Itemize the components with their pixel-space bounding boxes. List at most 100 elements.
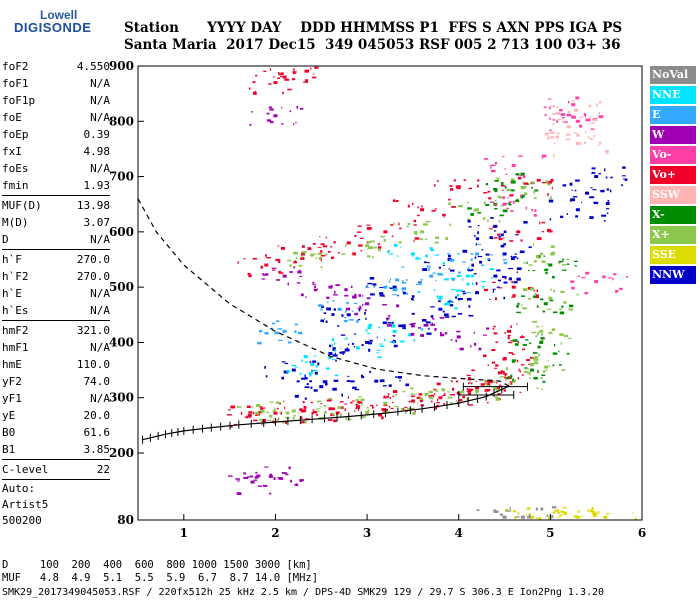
param-row: hmE 110.0 xyxy=(2,356,110,373)
data-dot xyxy=(508,267,514,270)
x-tick-label: 3 xyxy=(363,526,371,540)
data-dot xyxy=(482,334,488,336)
plot-points xyxy=(227,66,637,521)
data-dot xyxy=(434,389,438,392)
data-dot xyxy=(493,367,498,369)
data-dot xyxy=(580,516,583,518)
data-dot xyxy=(255,471,258,474)
param-value: 4.550 xyxy=(76,60,110,73)
data-dot xyxy=(584,115,586,118)
data-dot xyxy=(455,400,458,403)
data-dot xyxy=(406,407,412,411)
data-dot xyxy=(331,284,333,288)
data-point xyxy=(383,401,388,405)
data-dot xyxy=(424,392,429,396)
data-dot xyxy=(327,419,333,421)
data-dot xyxy=(373,285,376,288)
param-label: foEs xyxy=(2,162,29,175)
data-dot xyxy=(447,396,453,399)
data-dot xyxy=(294,323,298,326)
data-dot xyxy=(303,355,308,359)
data-dot xyxy=(438,295,443,297)
data-dot xyxy=(412,254,414,257)
data-dot xyxy=(315,414,319,416)
data-dot xyxy=(337,252,340,254)
data-dot xyxy=(514,253,517,255)
data-dot xyxy=(498,236,502,238)
data-dot xyxy=(404,412,407,415)
data-dot xyxy=(566,352,570,355)
data-dot xyxy=(455,296,458,299)
data-dot xyxy=(509,507,511,510)
data-dot xyxy=(306,383,309,386)
data-dot xyxy=(563,301,567,304)
data-dot xyxy=(610,176,613,179)
data-dot xyxy=(551,113,555,115)
data-dot xyxy=(382,321,387,325)
data-dot xyxy=(519,391,522,393)
data-dot xyxy=(362,375,365,379)
data-dot xyxy=(540,507,544,511)
data-dot xyxy=(558,262,561,265)
data-dot xyxy=(558,364,562,366)
data-dot xyxy=(345,417,348,421)
data-point xyxy=(539,340,544,344)
data-dot xyxy=(443,392,446,395)
data-dot xyxy=(415,233,417,236)
data-dot xyxy=(392,339,396,342)
data-dot xyxy=(573,260,578,263)
data-dot xyxy=(411,393,415,395)
data-dot xyxy=(581,277,586,279)
data-dot xyxy=(538,254,541,258)
data-dot xyxy=(477,212,482,214)
data-dot xyxy=(435,279,437,282)
data-dot xyxy=(593,118,598,121)
data-dot xyxy=(262,484,268,487)
data-dot xyxy=(435,236,440,239)
data-dot xyxy=(353,345,356,348)
data-dot xyxy=(517,341,520,344)
param-value: 0.39 xyxy=(83,128,111,141)
data-dot xyxy=(536,289,539,293)
data-dot xyxy=(516,257,519,260)
data-dot xyxy=(331,343,333,347)
data-dot xyxy=(566,263,570,265)
data-dot xyxy=(318,256,322,260)
data-dot xyxy=(326,301,329,303)
data-dot xyxy=(470,345,472,348)
data-dot xyxy=(604,168,606,172)
data-dot xyxy=(556,139,558,142)
data-dot xyxy=(287,88,292,91)
data-dot xyxy=(509,340,515,342)
data-dot xyxy=(257,485,263,487)
data-dot xyxy=(559,333,564,336)
data-dot xyxy=(500,370,505,374)
data-dot xyxy=(455,380,459,383)
data-dot xyxy=(395,376,398,378)
param-label: h`E xyxy=(2,287,22,300)
data-dot xyxy=(281,472,287,474)
data-dot xyxy=(312,73,315,75)
data-dot xyxy=(410,298,414,301)
data-dot xyxy=(331,313,335,317)
param-value: N/A xyxy=(90,233,110,246)
data-dot xyxy=(402,327,406,330)
data-dot xyxy=(392,334,394,337)
header-labels: Station YYYY DAY DDD HHMMSS P1 FFS S AXN… xyxy=(124,20,623,36)
data-dot xyxy=(456,293,460,297)
data-dot xyxy=(310,401,313,404)
data-dot xyxy=(394,394,398,396)
data-dot xyxy=(532,320,538,323)
data-dot xyxy=(285,416,290,419)
data-point xyxy=(392,329,397,333)
data-dot xyxy=(494,199,497,202)
data-dot xyxy=(387,322,392,324)
data-dot xyxy=(292,417,295,420)
data-dot xyxy=(593,511,596,514)
data-dot xyxy=(387,250,390,253)
data-dot xyxy=(598,115,604,119)
data-dot xyxy=(425,220,431,223)
data-point xyxy=(337,307,342,311)
data-dot xyxy=(500,233,504,237)
